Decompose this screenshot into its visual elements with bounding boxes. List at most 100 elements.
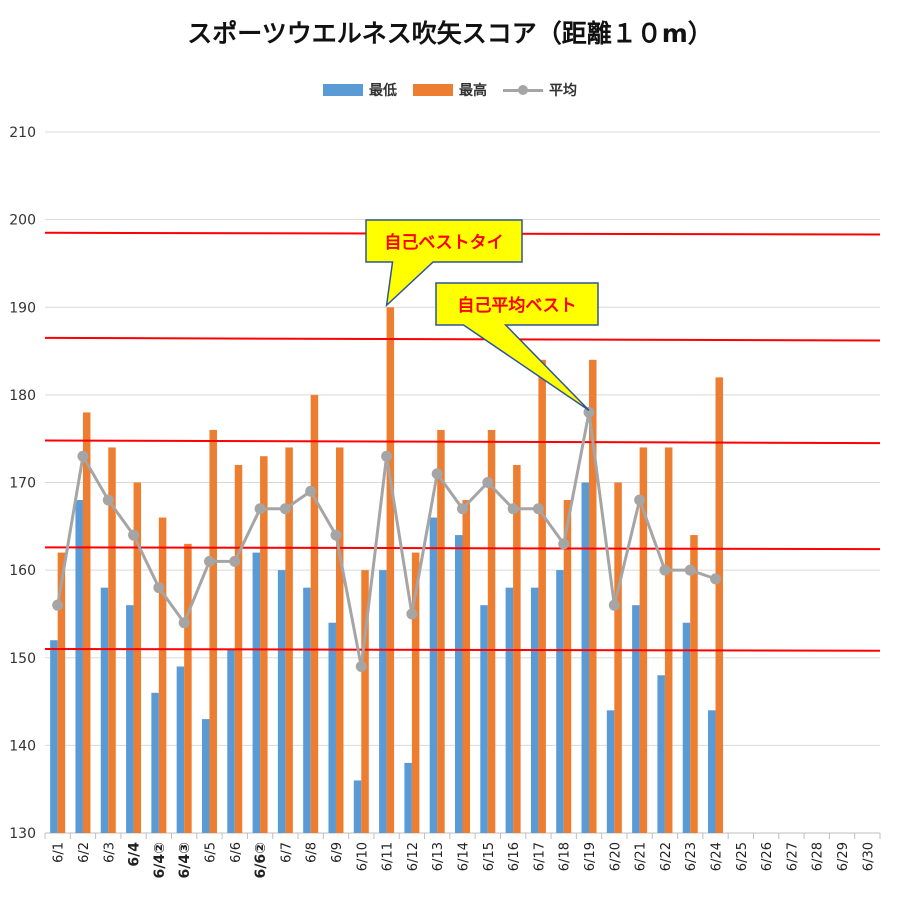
x-tick-label: 6/6 xyxy=(229,842,244,863)
bar-min xyxy=(176,666,185,833)
bar-min xyxy=(530,587,539,833)
bar-min xyxy=(455,535,463,833)
bar-max xyxy=(437,429,445,833)
x-tick-label: 6/29 xyxy=(836,842,851,871)
avg-point xyxy=(254,503,266,515)
avg-point xyxy=(558,538,570,550)
bar-max xyxy=(563,500,572,833)
bar-min xyxy=(201,719,210,833)
bar-max xyxy=(133,482,142,833)
avg-point xyxy=(52,599,64,611)
x-tick-label: 6/22 xyxy=(659,842,674,871)
avg-point xyxy=(659,564,671,576)
x-tick-label: 6/4② xyxy=(152,842,168,878)
avg-point xyxy=(229,555,241,567)
avg-point xyxy=(102,494,114,506)
x-tick-label: 6/17 xyxy=(532,842,547,871)
avg-point xyxy=(431,468,443,480)
reference-line xyxy=(44,336,881,342)
bar-min xyxy=(505,587,514,833)
x-tick-label: 6/19 xyxy=(583,842,598,871)
bar-min xyxy=(682,622,691,833)
bar-min xyxy=(50,640,58,833)
x-tick-label: 6/26 xyxy=(760,842,775,871)
bar-min xyxy=(151,692,159,833)
x-tick-label: 6/5 xyxy=(203,842,218,863)
legend-item-avg: 平均 xyxy=(503,80,577,100)
bar-max xyxy=(108,447,116,833)
x-tick-label: 6/20 xyxy=(608,842,623,871)
bar-min xyxy=(75,500,83,833)
legend-item-max: 最高 xyxy=(413,80,487,100)
avg-point xyxy=(608,599,620,611)
x-tick-label: 6/30 xyxy=(861,842,876,871)
chart-title: スポーツウエルネス吹矢スコア（距離１０m） xyxy=(187,19,713,48)
bar-min xyxy=(227,648,235,833)
bar-max xyxy=(487,429,496,833)
x-tick-label: 6/14 xyxy=(457,842,472,871)
reference-line xyxy=(44,546,881,551)
x-tick-label: 6/13 xyxy=(431,842,446,871)
legend-label-max: 最高 xyxy=(459,83,487,99)
bar-min xyxy=(708,710,716,833)
x-tick-label: 6/11 xyxy=(381,842,396,871)
y-tick-label: 160 xyxy=(9,563,36,579)
bar-max xyxy=(285,447,293,833)
y-tick-label: 200 xyxy=(9,213,36,229)
bar-max xyxy=(184,543,192,833)
x-tick-label: 6/16 xyxy=(507,842,522,871)
bar-min xyxy=(657,675,665,833)
bar-min xyxy=(404,762,412,833)
bar-max xyxy=(335,447,344,833)
bar-max xyxy=(209,429,217,833)
y-tick-label: 170 xyxy=(9,476,36,492)
x-tick-label: 6/7 xyxy=(279,842,294,863)
bar-min xyxy=(277,570,286,833)
avg-point xyxy=(381,450,393,462)
legend-swatch-max xyxy=(413,84,453,96)
avg-point xyxy=(406,608,418,620)
legend-swatch-avg xyxy=(503,84,543,96)
y-tick-label: 210 xyxy=(9,125,36,141)
bar-max xyxy=(361,570,369,833)
bar-max xyxy=(715,377,724,833)
avg-point xyxy=(684,564,696,576)
bar-min xyxy=(126,605,134,833)
bar-min xyxy=(303,587,311,833)
bar-max xyxy=(411,552,420,833)
x-tick-label: 6/4③ xyxy=(177,842,193,878)
callout-text: 自己ベストタイ xyxy=(384,232,503,253)
avg-point xyxy=(330,529,342,541)
bar-max xyxy=(158,517,167,833)
avg-point xyxy=(77,450,89,462)
x-tick-label: 6/23 xyxy=(684,842,699,871)
bar-min xyxy=(556,570,564,833)
y-tick-label: 190 xyxy=(9,300,36,316)
bar-min xyxy=(480,605,488,833)
callout-text: 自己平均ベスト xyxy=(457,295,576,316)
bar-max xyxy=(664,447,673,833)
bar-max xyxy=(614,482,622,833)
bar-max xyxy=(690,535,698,833)
y-tick-label: 180 xyxy=(9,388,36,404)
avg-point xyxy=(305,485,317,497)
x-tick-label: 6/2 xyxy=(77,842,92,863)
x-tick-label: 6/24 xyxy=(710,842,725,871)
bar-min xyxy=(429,517,438,833)
bar-max xyxy=(538,359,546,833)
x-tick-label: 6/15 xyxy=(482,842,497,871)
avg-point xyxy=(178,617,190,629)
x-tick-label: 6/28 xyxy=(811,842,826,871)
legend: 最低 最高 平均 xyxy=(0,80,900,100)
avg-point xyxy=(532,503,544,515)
avg-point xyxy=(153,582,165,594)
avg-point xyxy=(128,529,140,541)
bar-min xyxy=(328,622,336,833)
x-tick-label: 6/18 xyxy=(558,842,573,871)
avg-point xyxy=(482,477,494,488)
bar-min xyxy=(379,570,387,833)
bar-max xyxy=(82,412,91,833)
bar-max xyxy=(57,552,66,833)
x-tick-label: 6/6② xyxy=(253,842,269,878)
